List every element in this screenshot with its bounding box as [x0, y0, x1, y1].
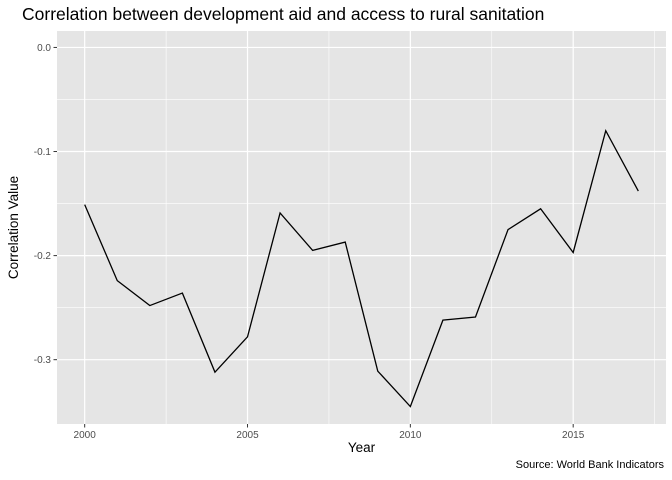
series-line: [84, 128, 639, 408]
source-caption: Source: World Bank Indicators: [515, 459, 664, 471]
chart-title: Correlation between development aid and …: [22, 4, 545, 24]
y-tick-label: -0.2: [34, 251, 52, 262]
x-axis-title: Year: [348, 440, 376, 455]
y-axis: 0.0 -0.1 -0.2 -0.3: [34, 43, 57, 366]
major-gridlines: [57, 31, 666, 424]
x-tick-label: 2010: [399, 430, 422, 441]
x-tick-label: 2015: [562, 430, 585, 441]
y-axis-title: Correlation Value: [6, 176, 21, 279]
x-axis: 2000 2005 2010 2015: [74, 424, 585, 441]
y-tick-label: -0.3: [34, 355, 52, 366]
plot-panel: [57, 31, 666, 424]
x-tick-label: 2000: [74, 430, 97, 441]
y-tick-label: -0.1: [34, 147, 52, 158]
y-tick-label: 0.0: [37, 43, 51, 54]
minor-gridlines: [57, 31, 666, 424]
x-tick-label: 2005: [236, 430, 259, 441]
